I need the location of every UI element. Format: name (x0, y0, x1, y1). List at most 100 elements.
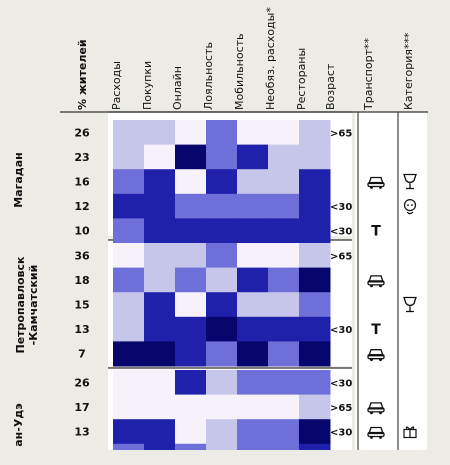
heatmap-cell (144, 394, 176, 420)
age-label: >65 (330, 251, 352, 262)
heatmap-cell (299, 394, 331, 420)
heatmap-cell (237, 120, 269, 146)
heatmap-cell (113, 370, 145, 396)
heatmap-cell (237, 292, 269, 318)
heatmap-cell (268, 394, 300, 420)
heatmap-cell (268, 292, 300, 318)
heatmap-cell (237, 316, 269, 342)
heatmap-cell (144, 316, 176, 342)
resident-share-label: 17 (74, 401, 89, 414)
resident-share-label: 13 (74, 323, 89, 336)
heatmap-cell (268, 218, 300, 244)
heatmap-cell (299, 292, 331, 318)
heatmap-cell (144, 292, 176, 318)
heatmap-cell (237, 419, 269, 445)
heatmap-cell (175, 169, 207, 195)
heatmap-cell (206, 370, 238, 396)
heatmap-cell (237, 243, 269, 269)
resident-share-label: 36 (74, 249, 90, 262)
heatmap-cell (268, 419, 300, 445)
heatmap-cell (113, 243, 145, 269)
heatmap-cell (268, 193, 300, 219)
heatmap-cell (144, 341, 176, 367)
resident-share-label: 18 (74, 274, 89, 287)
heatmap-cell (175, 218, 207, 244)
resident-share-label: 26 (74, 126, 90, 139)
resident-share-label: 13 (74, 426, 89, 439)
age-label: >65 (330, 128, 352, 139)
heatmap-cell (113, 419, 145, 445)
heatmap-cell (175, 419, 207, 445)
car-icon (367, 275, 385, 288)
heatmap-cell (206, 394, 238, 420)
heatmap-cell (237, 394, 269, 420)
heatmap-cell (299, 120, 331, 146)
heatmap-cell (175, 292, 207, 318)
resident-share-label: 12 (74, 200, 89, 213)
glass-icon (403, 173, 417, 190)
baby-icon (403, 199, 417, 215)
heatmap-cell (299, 443, 331, 450)
resident-share-label: 10 (74, 225, 90, 238)
heatmap-cell (268, 267, 300, 293)
heatmap-cell (113, 193, 145, 219)
heatmap-cell (144, 144, 176, 170)
heatmap-cell (206, 267, 238, 293)
heatmap-cell (299, 267, 331, 293)
heatmap-cell (144, 370, 176, 396)
heatmap-cell (206, 120, 238, 146)
heatmap-cell (175, 193, 207, 219)
age-label: <30 (330, 202, 352, 213)
heatmap-cell (237, 443, 269, 450)
heatmap-cell (237, 169, 269, 195)
heatmap-cell (206, 316, 238, 342)
heatmap-cell (268, 243, 300, 269)
heatmap-cell (299, 370, 331, 396)
svg-text:T: T (371, 322, 381, 338)
resident-share-label: 26 (74, 376, 90, 389)
car-icon (367, 426, 385, 439)
taxi-icon: T (371, 322, 381, 338)
heatmap-cell (237, 370, 269, 396)
heatmap-cell (113, 292, 145, 318)
heatmap-cell (175, 370, 207, 396)
heatmap-cell (299, 144, 331, 170)
heatmap-cell (113, 316, 145, 342)
heatmap-cell (206, 193, 238, 219)
taxi-icon: T (371, 224, 381, 240)
gift-icon (403, 426, 417, 439)
heatmap-cell (113, 120, 145, 146)
car-icon (367, 349, 385, 362)
heatmap-cell (268, 316, 300, 342)
heatmap-cell (299, 243, 331, 269)
heatmap-cell (206, 292, 238, 318)
heatmap-cell (113, 218, 145, 244)
heatmap-cell (113, 394, 145, 420)
heatmap-cell (206, 443, 238, 450)
heatmap-cell (268, 169, 300, 195)
heatmap-cell (175, 316, 207, 342)
heatmap-cell (299, 218, 331, 244)
heatmap-chart: 26 >65 23 16 12 <30 10 <30 T 36 >65 18 15 13 <30 T 7 26 <3… (60, 111, 428, 450)
heatmap-cell (268, 370, 300, 396)
heatmap-cell (206, 419, 238, 445)
age-label: >65 (330, 403, 352, 414)
heatmap-cell (175, 144, 207, 170)
heatmap-cell (113, 341, 145, 367)
heatmap-cell (237, 144, 269, 170)
heatmap-cell (175, 243, 207, 269)
heatmap-cell (237, 341, 269, 367)
heatmap-cell (144, 120, 176, 146)
age-label: <30 (330, 428, 352, 439)
heatmap-cell (299, 419, 331, 445)
heatmap-cell (268, 341, 300, 367)
heatmap-cell (268, 144, 300, 170)
heatmap-cell (144, 193, 176, 219)
heatmap-cell (144, 218, 176, 244)
heatmap-cell (206, 144, 238, 170)
heatmap-cell (144, 243, 176, 269)
heatmap-cell (299, 316, 331, 342)
side-panel (355, 112, 427, 450)
heatmap-cell (175, 394, 207, 420)
heatmap-cell (206, 243, 238, 269)
